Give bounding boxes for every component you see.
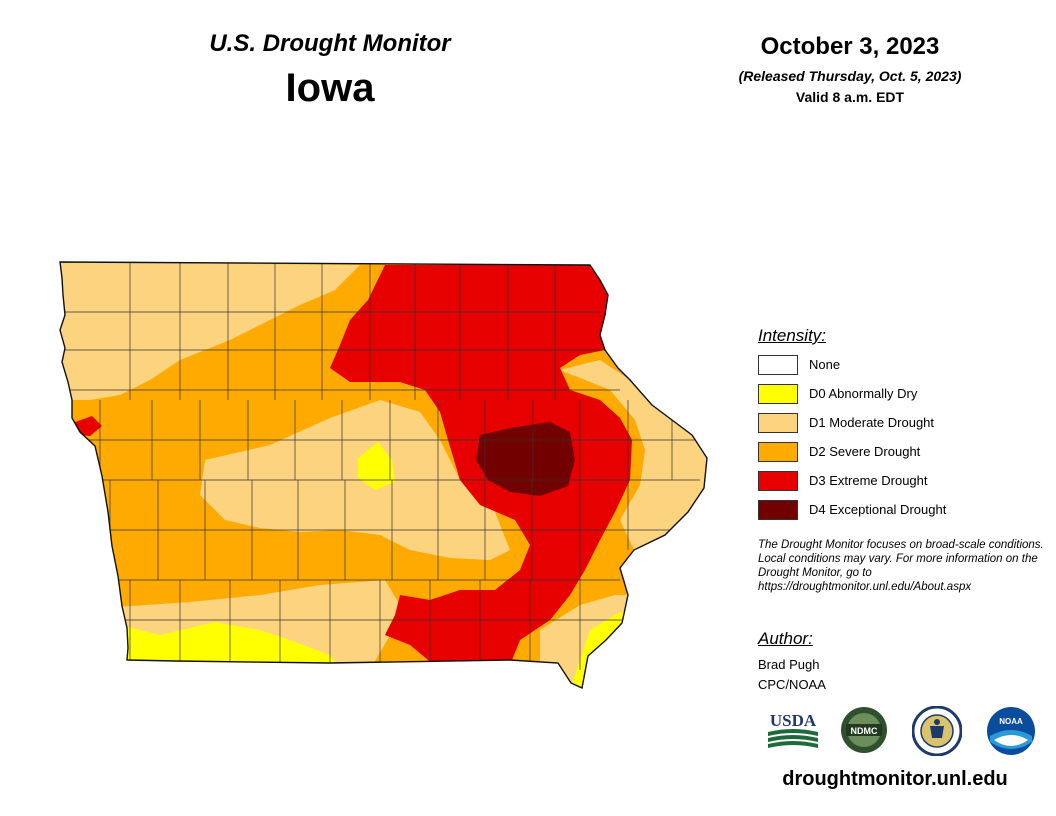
d3-area-west <box>75 416 102 436</box>
legend-swatch-d4 <box>758 500 798 520</box>
legend-item-d4: D4 Exceptional Drought <box>758 500 998 522</box>
legend-label: D4 Exceptional Drought <box>809 502 947 517</box>
svg-text:USDA: USDA <box>770 711 817 730</box>
author-heading: Author: <box>758 629 813 648</box>
legend-swatch-d3 <box>758 471 798 491</box>
legend-heading: Intensity: <box>758 326 827 345</box>
iowa-state-border <box>59 261 708 690</box>
legend-label: D2 Severe Drought <box>809 444 921 459</box>
map-date: October 3, 2023 <box>760 33 940 60</box>
legend-swatch-d2 <box>758 442 798 462</box>
legend-item-d1: D1 Moderate Drought <box>758 413 998 435</box>
svg-text:NOAA: NOAA <box>999 717 1023 726</box>
iowa-drought-map <box>59 261 708 690</box>
valid-time: Valid 8 a.m. EDT <box>795 89 905 105</box>
legend-swatch-none <box>758 355 798 375</box>
doc-seal-logo[interactable] <box>912 706 962 756</box>
d1-area-southeast <box>540 595 628 688</box>
author-org: CPC/NOAA <box>758 677 826 692</box>
d1-area-northwest <box>60 262 360 400</box>
usda-logo[interactable]: USDA <box>766 706 820 750</box>
d0-area-central <box>358 442 395 490</box>
ndmc-logo[interactable]: NDMC <box>840 706 888 754</box>
author-name: Brad Pugh <box>758 657 820 672</box>
partner-logos: USDA NDMC NOAA <box>766 706 1041 762</box>
svg-text:NDMC: NDMC <box>851 726 878 736</box>
d4-exceptional-area <box>476 422 575 496</box>
legend-item-d3: D3 Extreme Drought <box>758 471 998 493</box>
d1-area-east <box>560 360 707 550</box>
state-name: Iowa <box>285 66 375 110</box>
legend-item-d0: D0 Abnormally Dry <box>758 384 998 406</box>
website-link[interactable]: droughtmonitor.unl.edu <box>782 768 1008 790</box>
legend-swatch-d1 <box>758 413 798 433</box>
noaa-logo[interactable]: NOAA <box>986 706 1036 756</box>
legend-label: D3 Extreme Drought <box>809 473 928 488</box>
legend-label: D1 Moderate Drought <box>809 415 935 430</box>
legend-label: None <box>809 357 841 372</box>
legend-label: D0 Abnormally Dry <box>809 386 918 401</box>
county-boundaries <box>60 262 705 670</box>
disclaimer-note: The Drought Monitor focuses on broad-sca… <box>758 539 1044 593</box>
legend-item-none: None <box>758 355 998 377</box>
legend-item-d2: D2 Severe Drought <box>758 442 998 464</box>
map-title: U.S. Drought Monitor <box>209 30 451 57</box>
release-date: (Released Thursday, Oct. 5, 2023) <box>738 68 962 84</box>
legend-swatch-d0 <box>758 384 798 404</box>
